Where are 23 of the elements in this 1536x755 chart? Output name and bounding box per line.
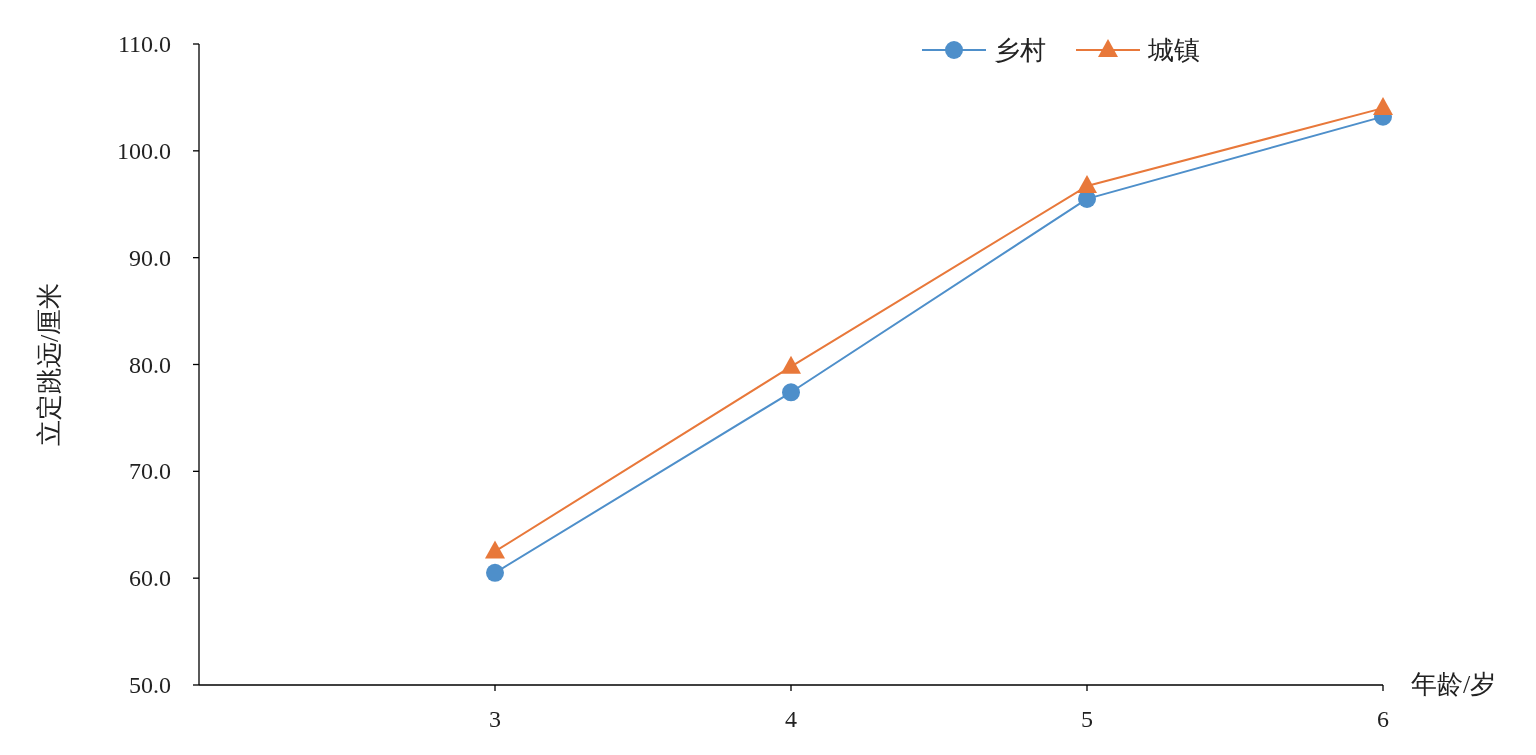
legend-item: 城镇 — [1075, 36, 1200, 65]
x-tick-label: 4 — [785, 706, 797, 732]
point — [486, 563, 504, 582]
y-tick-label: 50.0 — [129, 672, 171, 698]
x-tick-label: 6 — [1377, 706, 1389, 732]
y-tick-label: 70.0 — [129, 458, 171, 485]
y-axis-title: 立定跳远/厘米 — [35, 282, 64, 447]
legend-label: 乡村 — [994, 36, 1046, 65]
x-axis-title: 年龄/岁 — [1411, 670, 1497, 699]
point — [1077, 175, 1097, 194]
point — [782, 383, 800, 402]
legend-item: 乡村 — [921, 36, 1046, 65]
y-tick-label: 60.0 — [129, 565, 171, 592]
y-tick-label: 90.0 — [129, 244, 171, 271]
point — [1373, 97, 1393, 116]
y-tick-label: 110.0 — [117, 31, 171, 57]
point — [485, 540, 505, 559]
x-tick-label: 5 — [1081, 706, 1093, 732]
y-tick-label: 100.0 — [117, 137, 171, 164]
point — [781, 355, 801, 374]
x-tick-label: 3 — [489, 706, 501, 732]
legend-label: 城镇 — [1147, 36, 1200, 65]
y-tick-label: 80.0 — [129, 351, 171, 378]
